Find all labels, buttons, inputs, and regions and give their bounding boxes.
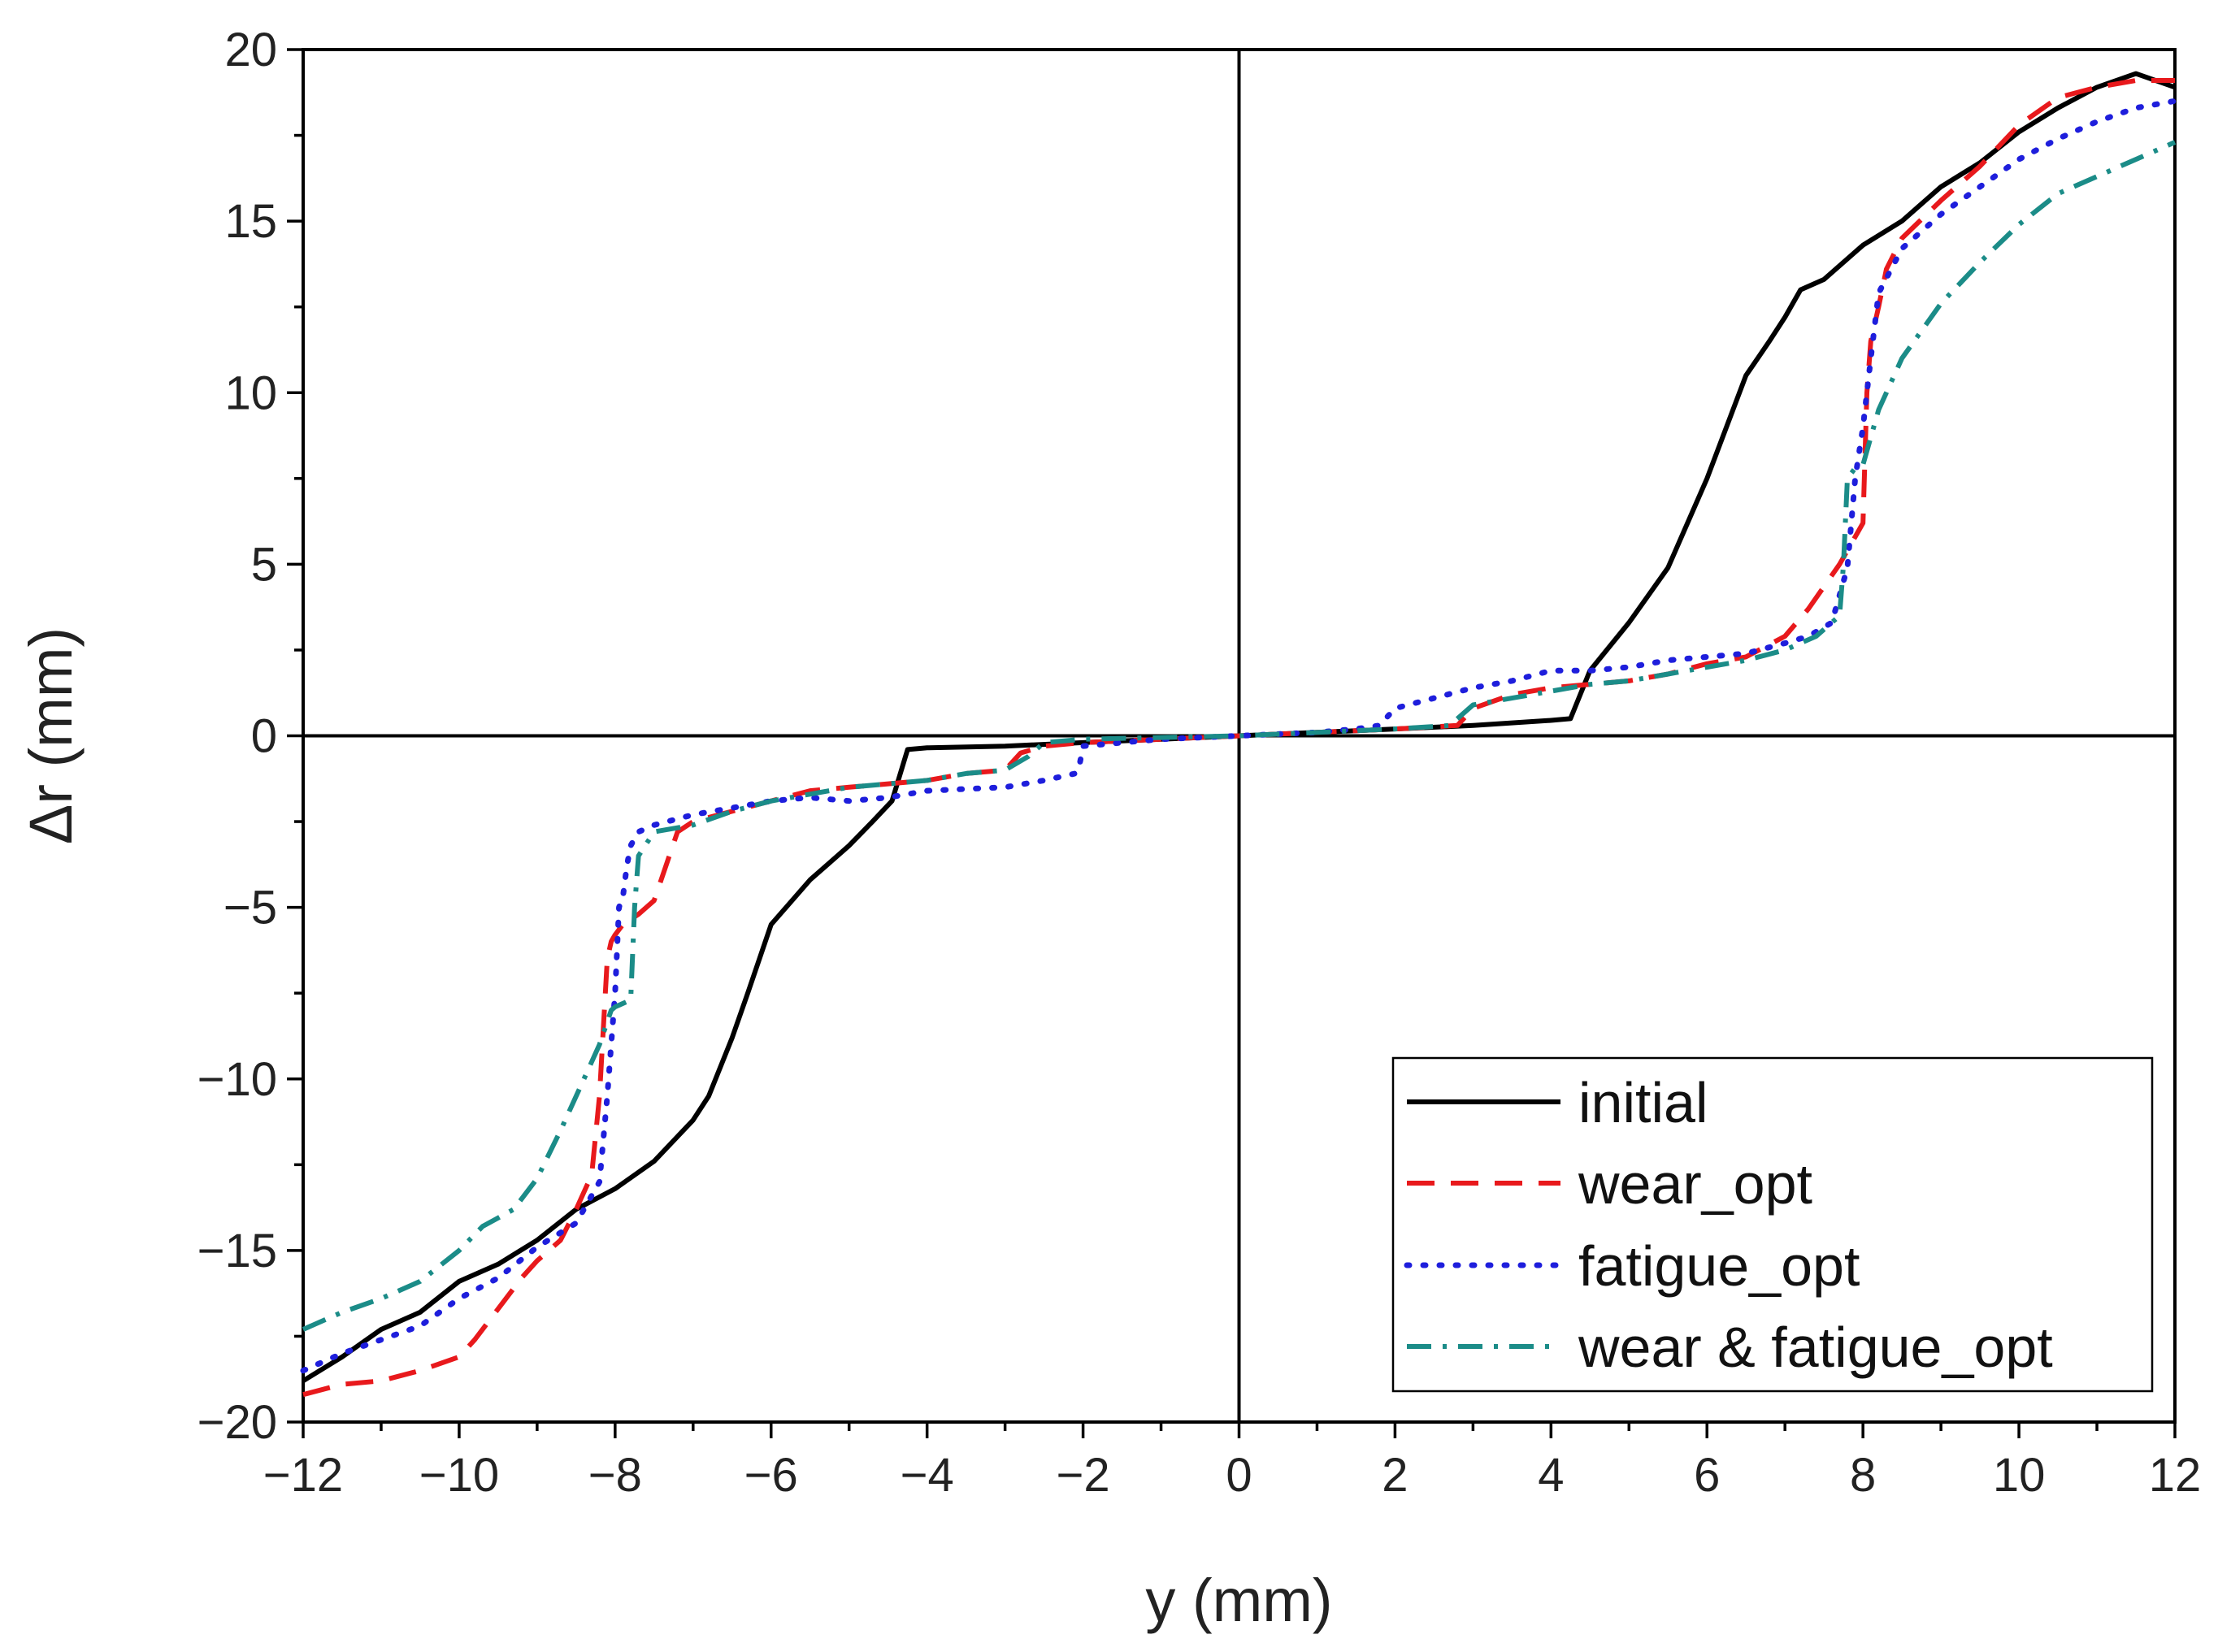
x-tick-label: −2 (1057, 1449, 1110, 1502)
y-tick-label: 10 (224, 366, 277, 419)
x-tick-label: −8 (588, 1449, 642, 1502)
axis-ticks (287, 48, 2177, 1438)
x-tick-label: 2 (1382, 1449, 1408, 1502)
legend-label: wear_opt (1578, 1152, 1812, 1216)
y-tick-label: 0 (251, 710, 277, 763)
y-tick-label: 15 (224, 195, 277, 248)
x-tick-label: −4 (901, 1449, 954, 1502)
y-tick-label: −10 (197, 1053, 277, 1106)
legend-label: fatigue_opt (1578, 1234, 1860, 1298)
x-axis-title: y (mm) (1145, 1567, 1332, 1634)
x-tick-label: 4 (1538, 1449, 1564, 1502)
x-tick-label: 8 (1850, 1449, 1876, 1502)
legend-label: wear & fatigue_opt (1578, 1316, 2053, 1379)
legend-box (1391, 1056, 2154, 1393)
y-tick-label: −5 (224, 882, 277, 934)
y-tick-label: −15 (197, 1225, 277, 1277)
y-tick-label: 20 (224, 24, 277, 76)
axis-tick-labels: −12 −10 −8 −6 −4 −2 0 2 4 6 8 10 12−20−15−10−5051015… (197, 24, 2202, 1502)
x-tick-label: 0 (1226, 1449, 1252, 1502)
y-axis-title: Δr (mm) (17, 627, 85, 844)
x-tick-label: −10 (419, 1449, 499, 1502)
x-tick-label: 12 (2149, 1449, 2202, 1502)
legend-label: initial (1578, 1071, 1708, 1134)
series-lines (300, 71, 2178, 1398)
x-tick-label: −12 (263, 1449, 343, 1502)
y-tick-label: −20 (197, 1396, 277, 1449)
x-tick-label: −6 (744, 1449, 798, 1502)
x-tick-label: 10 (1993, 1449, 2046, 1502)
x-tick-label: 6 (1694, 1449, 1720, 1502)
y-tick-label: 5 (251, 538, 277, 591)
axis-titles: y (mm) Δr (mm) (17, 627, 1333, 1634)
series-line-wear-fatigue-opt (302, 140, 2177, 1332)
